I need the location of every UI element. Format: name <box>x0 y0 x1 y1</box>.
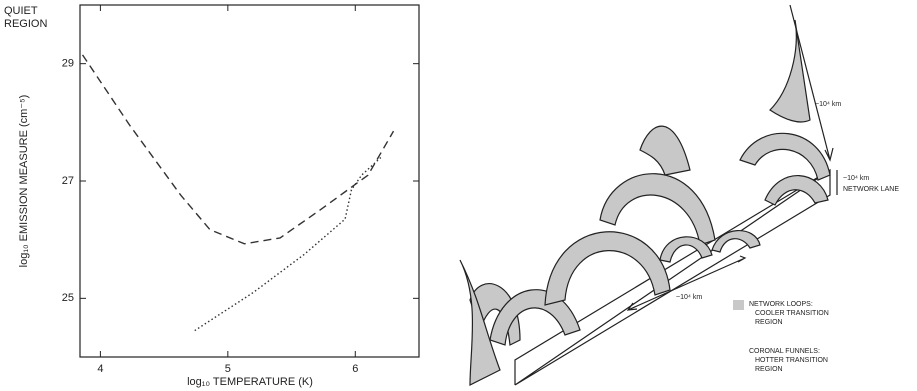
scale-arrow <box>789 4 834 162</box>
data-line <box>194 157 382 332</box>
lane-label: NETWORK LANE <box>843 186 899 193</box>
loop <box>659 236 713 263</box>
funnel <box>639 125 691 176</box>
legend-label: COOLER TRANSITION <box>755 310 829 317</box>
scale-label: ~10⁴ km <box>843 175 869 182</box>
funnel <box>769 19 811 123</box>
loop <box>711 230 761 253</box>
x-axis-label: log₁₀ TEMPERATURE (K) <box>187 376 313 388</box>
scale-label: ~10⁴ km <box>676 294 702 301</box>
y-tick-label: 25 <box>62 292 74 304</box>
plot-frame <box>79 4 420 358</box>
legend-label: REGION <box>755 366 783 373</box>
x-tick-label: 5 <box>225 363 231 375</box>
loop <box>764 175 829 206</box>
loop <box>469 283 521 346</box>
loop <box>599 173 716 246</box>
legend-label: HOTTER TRANSITION <box>755 357 828 364</box>
funnel <box>459 259 501 386</box>
legend-label: REGION <box>755 319 783 326</box>
legend-label: CORONAL FUNNELS: <box>749 348 820 355</box>
legend-swatch <box>733 347 744 357</box>
legend-swatch <box>733 300 744 310</box>
loop <box>489 289 581 346</box>
legend-label: NETWORK LOOPS: <box>749 301 813 308</box>
x-tick-label: 6 <box>352 363 358 375</box>
y-tick-label: 29 <box>62 58 74 70</box>
scale-label: ~10⁴ km <box>815 101 841 108</box>
loop <box>544 231 671 306</box>
scale-arrow <box>626 255 747 311</box>
chart-title: QUIET <box>4 5 38 17</box>
diagram <box>459 4 838 386</box>
loop <box>739 132 831 181</box>
y-axis-label: log₁₀ EMISSION MEASURE (cm⁻⁵) <box>18 95 30 268</box>
x-tick-label: 4 <box>97 363 103 375</box>
chart-title: REGION <box>4 18 47 30</box>
data-line <box>81 54 395 245</box>
y-tick-label: 27 <box>62 175 74 187</box>
